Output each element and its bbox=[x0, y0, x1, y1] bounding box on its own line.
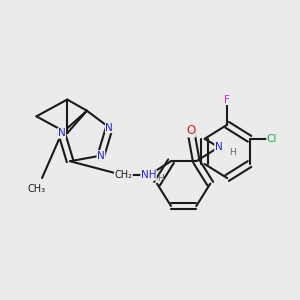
Text: O: O bbox=[186, 124, 195, 137]
Text: N: N bbox=[58, 128, 65, 138]
Text: CH₂: CH₂ bbox=[114, 170, 132, 180]
Text: CH₃: CH₃ bbox=[27, 184, 46, 194]
Text: H: H bbox=[157, 173, 164, 182]
Text: Cl: Cl bbox=[267, 134, 277, 144]
Text: N: N bbox=[106, 123, 113, 133]
Text: H: H bbox=[229, 148, 236, 157]
Text: N: N bbox=[215, 142, 223, 152]
Text: F: F bbox=[224, 94, 230, 104]
Text: N: N bbox=[97, 151, 105, 160]
Text: NH: NH bbox=[141, 170, 156, 180]
